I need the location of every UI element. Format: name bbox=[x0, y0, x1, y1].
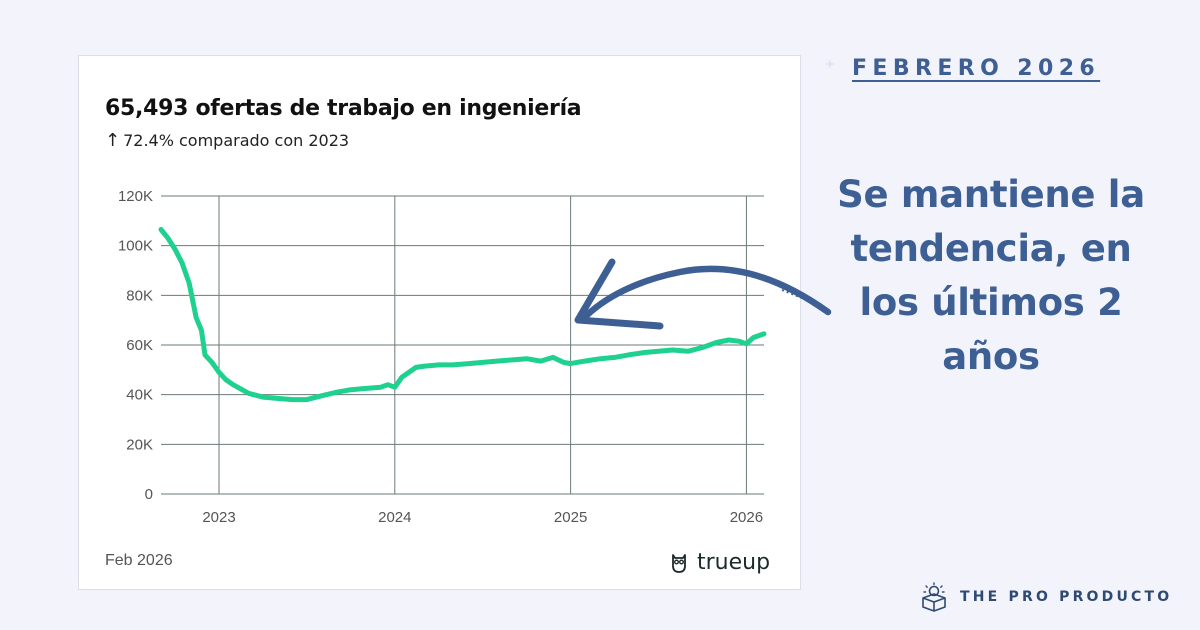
y-tick-label: 60K bbox=[126, 337, 153, 354]
arrow-up-icon: ↑ bbox=[105, 130, 121, 151]
card-date: Feb 2026 bbox=[105, 552, 173, 569]
x-tick-label: 2023 bbox=[202, 509, 235, 526]
owl-icon bbox=[672, 553, 686, 573]
lightbulb-box-icon bbox=[922, 582, 946, 612]
series-line bbox=[158, 227, 767, 403]
y-tick-label: 120K bbox=[118, 188, 153, 205]
chart-subtitle: ↑ 72.4% comparado con 2023 bbox=[105, 130, 349, 151]
chart-card: 0 20K 40K 60K 80K 100K 120K 2023 2024 2025 2026 65… bbox=[78, 55, 801, 590]
line-chart: 0 20K 40K 60K 80K 100K 120K 2023 2024 2025 2026 bbox=[118, 188, 767, 526]
y-tick-label: 100K bbox=[118, 238, 153, 255]
sparkle-icon bbox=[825, 59, 835, 69]
chart-subtitle-text: 72.4% comparado con 2023 bbox=[123, 131, 350, 150]
chart-title: 65,493 ofertas de trabajo en ingeniería bbox=[105, 96, 582, 121]
y-tick-label: 40K bbox=[126, 387, 153, 404]
x-tick-label: 2026 bbox=[730, 509, 763, 526]
x-tick-label: 2024 bbox=[378, 509, 411, 526]
trueup-brand: trueup bbox=[669, 550, 770, 575]
brand-name: trueup bbox=[697, 550, 771, 575]
footer-brand: THE PRO PRODUCTO bbox=[920, 582, 1172, 612]
date-badge: FEBRERO 2026 bbox=[852, 56, 1101, 81]
y-tick-label: 80K bbox=[126, 287, 153, 304]
headline: Se mantiene la tendencia, en los últimos… bbox=[837, 173, 1145, 378]
y-tick-label: 0 bbox=[145, 486, 153, 503]
y-tick-label: 20K bbox=[126, 436, 153, 453]
footer-brand-name: THE PRO PRODUCTO bbox=[960, 589, 1173, 605]
x-tick-label: 2025 bbox=[554, 509, 587, 526]
